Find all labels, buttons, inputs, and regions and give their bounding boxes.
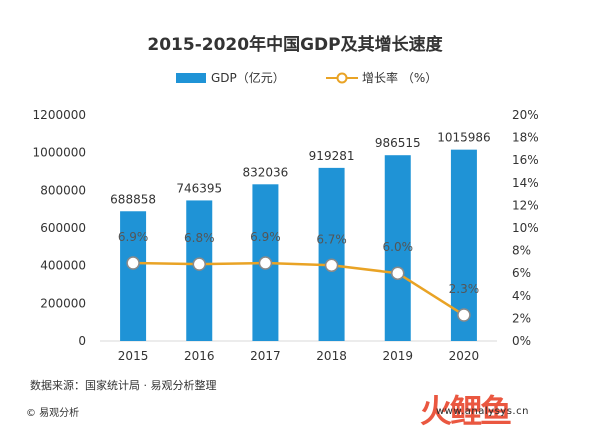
growth-rate-label: 6.7% bbox=[316, 232, 347, 246]
growth-rate-point bbox=[258, 256, 273, 270]
right-tick-label: 12% bbox=[512, 198, 539, 212]
right-tick-label: 18% bbox=[512, 131, 539, 145]
right-tick-label: 16% bbox=[512, 153, 539, 167]
right-tick-label: 20% bbox=[512, 108, 539, 122]
growth-rate-label: 2.3% bbox=[449, 282, 480, 296]
legend-growth-marker bbox=[336, 72, 348, 84]
left-tick-label: 1000000 bbox=[33, 146, 86, 160]
left-axis: 0 200000 400000 600000 800000 1000000 1200000 bbox=[33, 108, 497, 348]
growth-rate-label: 6.9% bbox=[118, 230, 149, 244]
growth-rate-point bbox=[192, 257, 206, 271]
legend-growth-label: 增长率 （%） bbox=[362, 70, 437, 85]
x-tick-label: 2019 bbox=[382, 349, 413, 363]
footer-url: www.analysys.cn bbox=[436, 406, 529, 417]
left-tick-label: 600000 bbox=[40, 221, 86, 235]
watermark-logo: 火鲤鱼 bbox=[420, 392, 512, 430]
growth-rate-point bbox=[457, 308, 471, 322]
right-tick-label: 0% bbox=[512, 334, 531, 348]
left-tick-label: 400000 bbox=[40, 259, 86, 273]
x-axis-labels: 2015 2016 2017 2018 2019 2020 bbox=[118, 349, 479, 363]
gdp-chart: 2015-2020年中国GDP及其增长速度 GDP（亿元） 增长率 （%） 0 2… bbox=[33, 34, 539, 363]
growth-rate-point bbox=[391, 266, 405, 280]
gdp-bar bbox=[120, 211, 147, 341]
x-tick-label: 2015 bbox=[118, 349, 149, 363]
x-tick-label: 2020 bbox=[449, 349, 480, 363]
bar-series bbox=[120, 149, 477, 341]
left-tick-label: 0 bbox=[78, 334, 86, 348]
growth-rate-label: 6.9% bbox=[250, 230, 281, 244]
legend-gdp-swatch bbox=[176, 73, 206, 83]
growth-rate-label: 6.0% bbox=[383, 240, 414, 254]
gdp-bar bbox=[384, 155, 411, 341]
legend: GDP（亿元） 增长率 （%） bbox=[176, 70, 437, 85]
gdp-value-label: 746395 bbox=[176, 181, 222, 195]
gdp-value-label: 986515 bbox=[375, 136, 421, 150]
growth-rate-line bbox=[133, 261, 465, 317]
gdp-value-label: 919281 bbox=[309, 149, 355, 163]
chart-title: 2015-2020年中国GDP及其增长速度 bbox=[147, 34, 443, 55]
right-tick-label: 10% bbox=[512, 221, 539, 235]
left-tick-label: 200000 bbox=[40, 296, 86, 310]
right-axis: 0% 2% 4% 6% 8% 10% 12% 14% 16% 18% 20% bbox=[512, 108, 539, 348]
data-source-note: 数据来源：国家统计局 · 易观分析整理 bbox=[30, 379, 217, 392]
right-tick-label: 4% bbox=[512, 289, 531, 303]
right-tick-label: 6% bbox=[512, 266, 531, 280]
gdp-bar bbox=[318, 167, 345, 341]
right-tick-label: 14% bbox=[512, 176, 539, 190]
growth-rate-point bbox=[126, 256, 140, 270]
x-tick-label: 2017 bbox=[250, 349, 281, 363]
line-series: 6.9% 6.8% 6.9% 6.7% 6.0% 2.3% bbox=[118, 230, 480, 322]
gdp-value-label: 832036 bbox=[243, 165, 289, 179]
copyright-note: © 易观分析 bbox=[26, 408, 80, 419]
gdp-value-label: 688858 bbox=[110, 192, 156, 206]
x-tick-label: 2018 bbox=[316, 349, 347, 363]
gdp-value-label: 1015986 bbox=[437, 131, 490, 145]
right-tick-label: 8% bbox=[512, 244, 531, 258]
legend-gdp-label: GDP（亿元） bbox=[211, 70, 285, 85]
left-tick-label: 800000 bbox=[40, 183, 86, 197]
right-tick-label: 2% bbox=[512, 311, 531, 325]
growth-rate-label: 6.8% bbox=[184, 231, 215, 245]
x-tick-label: 2016 bbox=[184, 349, 215, 363]
growth-rate-point bbox=[324, 258, 339, 273]
left-tick-label: 1200000 bbox=[33, 108, 86, 122]
bar-value-labels: 688858 746395 832036 919281 986515 1015986 bbox=[110, 131, 490, 207]
